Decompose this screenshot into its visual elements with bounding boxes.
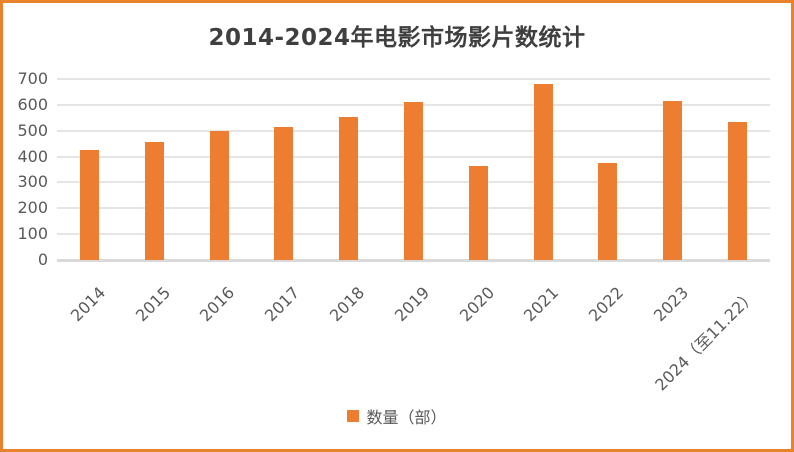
x-tick-label: 2023 [649, 283, 693, 326]
x-tick-label: 2019 [390, 283, 433, 326]
bar-slot [251, 79, 316, 260]
legend-label: 数量（部） [366, 408, 447, 427]
bar-slot [187, 79, 252, 260]
y-tick-label: 200 [17, 198, 48, 218]
x-tick-label: 2014 [66, 283, 109, 326]
legend-swatch-icon [347, 410, 360, 422]
x-axis-line [57, 259, 770, 262]
bar-2015[interactable] [144, 142, 164, 260]
bar-slot [511, 79, 576, 260]
x-tick-label: 2015 [131, 283, 174, 326]
bar-slot [122, 79, 187, 260]
y-tick-label: 100 [17, 224, 48, 244]
chart-title: 2014-2024年电影市场影片数统计 [208, 25, 586, 51]
bar-2024（至11.22）[interactable] [728, 121, 748, 260]
bar-slot [576, 79, 641, 260]
plot-area: 0 100 200 300 400 500 600 700 [17, 70, 770, 269]
y-tick-label: 400 [17, 146, 48, 166]
bar-slot [640, 79, 705, 260]
bar-2017[interactable] [274, 126, 294, 260]
y-tick-label: 0 [37, 250, 48, 269]
bars-layer [57, 79, 770, 260]
x-tick-label: 2024（至11.22） [651, 285, 760, 395]
x-tick-label: 2018 [325, 283, 369, 326]
y-tick-label: 300 [17, 172, 48, 192]
x-tick-label: 2021 [520, 283, 563, 326]
bar-2022[interactable] [598, 163, 618, 260]
x-tick-label: 2020 [455, 283, 498, 326]
bar-2014[interactable] [79, 150, 99, 260]
bar-slot [446, 79, 511, 260]
bar-2023[interactable] [663, 100, 683, 260]
bar-slot [705, 79, 770, 260]
bar-slot [57, 79, 122, 260]
bar-2021[interactable] [533, 84, 553, 260]
bar-2016[interactable] [209, 130, 229, 260]
x-tick-label: 2017 [261, 283, 304, 326]
y-tick-label: 700 [17, 69, 48, 88]
x-tick-label: 2016 [196, 283, 239, 326]
x-axis-labels: 2014 2015 2016 2017 2018 2019 2020 2021 2022 2023… [57, 259, 770, 409]
x-tick-label: 2022 [585, 283, 628, 326]
legend[interactable]: 数量（部） [3, 404, 791, 428]
bar-slot [316, 79, 381, 260]
bar-2020[interactable] [468, 165, 488, 260]
gridline [57, 78, 770, 80]
y-tick-label: 500 [17, 120, 48, 140]
y-tick-label: 600 [17, 94, 48, 114]
bar-slot [381, 79, 446, 260]
bar-2019[interactable] [403, 102, 423, 260]
bar-2018[interactable] [339, 116, 359, 260]
